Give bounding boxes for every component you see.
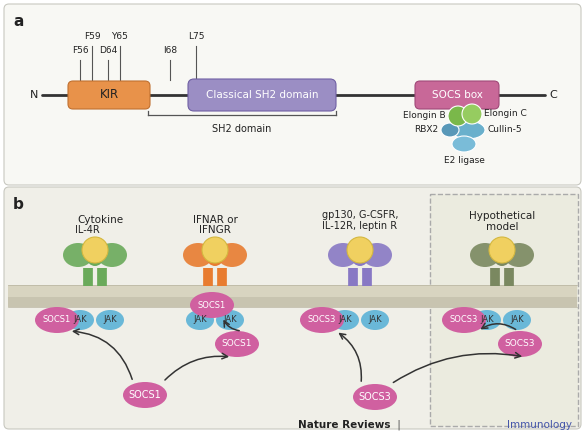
Ellipse shape: [362, 243, 392, 267]
Text: Classical SH2 domain: Classical SH2 domain: [206, 90, 318, 100]
Text: b: b: [13, 197, 24, 212]
Ellipse shape: [123, 382, 167, 408]
Text: JAK: JAK: [223, 316, 237, 324]
Ellipse shape: [494, 250, 510, 266]
Text: a: a: [13, 14, 23, 29]
Ellipse shape: [87, 250, 103, 266]
Text: SOCS1: SOCS1: [129, 390, 161, 400]
Ellipse shape: [361, 310, 389, 330]
Circle shape: [202, 237, 228, 263]
Ellipse shape: [442, 307, 486, 333]
Text: Y65: Y65: [112, 32, 129, 41]
Text: JAK: JAK: [510, 316, 524, 324]
Ellipse shape: [452, 136, 476, 152]
Bar: [430, 194, 578, 426]
Text: SOCS3: SOCS3: [505, 339, 535, 349]
Text: C: C: [549, 90, 557, 100]
Text: SOCS3: SOCS3: [308, 316, 336, 324]
Ellipse shape: [66, 310, 94, 330]
Text: IL-12R, leptin R: IL-12R, leptin R: [322, 221, 398, 231]
Text: I68: I68: [163, 46, 177, 55]
FancyBboxPatch shape: [415, 81, 499, 109]
Text: Elongin B: Elongin B: [404, 112, 446, 120]
Text: E2 ligase: E2 ligase: [443, 156, 484, 165]
Text: Immunology: Immunology: [507, 420, 572, 430]
Ellipse shape: [186, 310, 214, 330]
Text: JAK: JAK: [338, 316, 352, 324]
Circle shape: [82, 237, 108, 263]
Text: Hypothetical: Hypothetical: [469, 211, 535, 221]
Bar: [8, 285, 577, 307]
Text: JAK: JAK: [368, 316, 382, 324]
Text: SH2 domain: SH2 domain: [212, 124, 271, 134]
Text: model: model: [486, 222, 518, 232]
Ellipse shape: [300, 307, 344, 333]
Text: KIR: KIR: [99, 88, 119, 101]
Text: Cullin-5: Cullin-5: [488, 126, 522, 135]
Ellipse shape: [183, 243, 213, 267]
Text: Cytokine: Cytokine: [77, 215, 123, 225]
Text: F59: F59: [84, 32, 100, 41]
Ellipse shape: [215, 331, 259, 357]
Text: gp130, G-CSFR,: gp130, G-CSFR,: [322, 210, 398, 220]
Text: RBX2: RBX2: [414, 126, 438, 135]
Text: SOCS3: SOCS3: [450, 316, 478, 324]
Text: Elongin C: Elongin C: [484, 110, 526, 119]
Ellipse shape: [35, 307, 79, 333]
Ellipse shape: [441, 123, 459, 137]
Ellipse shape: [63, 243, 93, 267]
Text: IFNGR: IFNGR: [199, 225, 231, 235]
Ellipse shape: [473, 310, 501, 330]
Text: JAK: JAK: [103, 316, 117, 324]
Text: SOCS1: SOCS1: [43, 316, 71, 324]
Text: L75: L75: [188, 32, 204, 41]
Text: |: |: [394, 420, 404, 430]
Circle shape: [448, 106, 468, 126]
Ellipse shape: [451, 121, 485, 139]
FancyBboxPatch shape: [4, 187, 581, 429]
Ellipse shape: [96, 310, 124, 330]
Ellipse shape: [498, 331, 542, 357]
Bar: [8, 297, 577, 307]
Ellipse shape: [352, 250, 368, 266]
Text: N: N: [30, 90, 38, 100]
Circle shape: [489, 237, 515, 263]
Ellipse shape: [97, 243, 127, 267]
Text: IFNAR or: IFNAR or: [192, 215, 238, 225]
Ellipse shape: [470, 243, 500, 267]
Text: JAK: JAK: [193, 316, 207, 324]
FancyBboxPatch shape: [188, 79, 336, 111]
Circle shape: [462, 104, 482, 124]
Ellipse shape: [503, 310, 531, 330]
Text: SOCS1: SOCS1: [198, 301, 226, 310]
Ellipse shape: [504, 243, 534, 267]
Ellipse shape: [207, 250, 223, 266]
Text: D64: D64: [99, 46, 117, 55]
Circle shape: [347, 237, 373, 263]
Text: F56: F56: [72, 46, 88, 55]
Text: SOCS3: SOCS3: [359, 392, 391, 402]
Ellipse shape: [353, 384, 397, 410]
Text: SOCS1: SOCS1: [222, 339, 252, 349]
Text: JAK: JAK: [480, 316, 494, 324]
Ellipse shape: [216, 310, 244, 330]
Ellipse shape: [328, 243, 358, 267]
Ellipse shape: [190, 292, 234, 318]
FancyBboxPatch shape: [4, 4, 581, 185]
Text: JAK: JAK: [73, 316, 87, 324]
Text: Nature Reviews: Nature Reviews: [298, 420, 390, 430]
Text: IL-4R: IL-4R: [75, 225, 99, 235]
FancyBboxPatch shape: [68, 81, 150, 109]
Ellipse shape: [331, 310, 359, 330]
Ellipse shape: [217, 243, 247, 267]
Text: SOCS box: SOCS box: [432, 90, 483, 100]
